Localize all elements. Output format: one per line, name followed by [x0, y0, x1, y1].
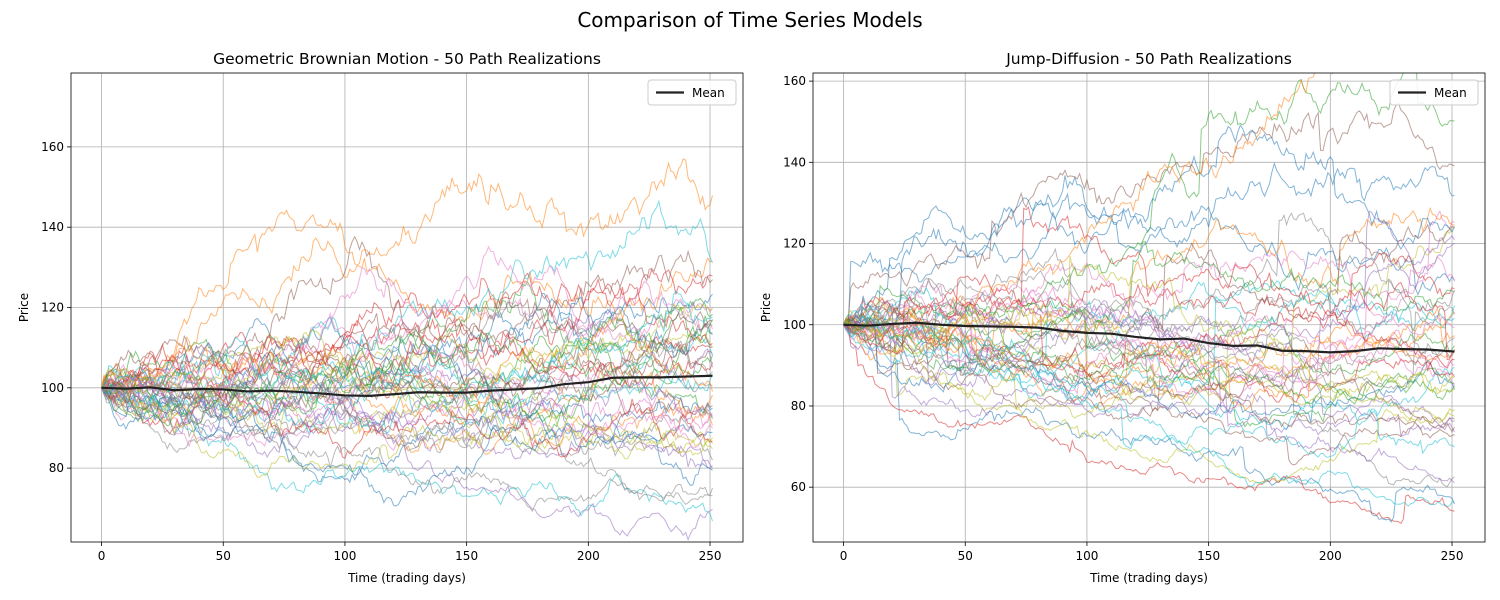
path-realization: [843, 309, 1455, 485]
axes-frame: [70, 72, 744, 543]
legend-mean-label: Mean: [1434, 86, 1467, 100]
legend-mean-label: Mean: [692, 86, 725, 100]
path-realization: [843, 251, 1455, 326]
path-realization: [843, 281, 1455, 379]
y-tick-label: 80: [49, 461, 64, 475]
x-tick-label: 200: [1319, 549, 1342, 563]
x-tick-label: 50: [216, 549, 231, 563]
path-realization: [101, 235, 713, 388]
path-realization: [843, 319, 1455, 523]
path-realization: [101, 380, 713, 522]
paths-group: [101, 158, 713, 542]
path-realization: [101, 199, 713, 417]
mean-line: [843, 321, 1455, 354]
figure-title: Comparison of Time Series Models: [577, 8, 923, 32]
y-tick-label: 120: [41, 301, 64, 315]
path-realization: [843, 124, 1455, 333]
chart-title: Geometric Brownian Motion - 50 Path Real…: [213, 50, 601, 68]
path-realization: [843, 206, 1455, 346]
x-tick-label: 100: [1075, 549, 1098, 563]
path-realization: [101, 373, 713, 436]
path-realization: [101, 307, 713, 404]
path-realization: [101, 237, 713, 388]
path-realization: [843, 255, 1455, 395]
path-realization: [101, 310, 713, 414]
mean-line: [101, 374, 713, 397]
path-realization: [843, 161, 1455, 326]
path-realization: [101, 292, 713, 422]
path-realization: [843, 73, 1455, 355]
path-realization: [101, 351, 713, 442]
path-realization: [101, 387, 713, 507]
path-realization: [101, 245, 713, 395]
legend-box: [1389, 79, 1479, 106]
y-tick-label: 140: [783, 155, 806, 169]
x-tick-label: 150: [455, 549, 478, 563]
path-realization: [843, 289, 1455, 413]
y-tick-label: 60: [791, 480, 806, 494]
y-tick-label: 80: [791, 399, 806, 413]
x-axis-label: Time (trading days): [347, 571, 466, 585]
x-tick-label: 100: [333, 549, 356, 563]
path-realization: [843, 305, 1455, 403]
path-realization: [843, 210, 1455, 388]
y-axis-label: Price: [759, 293, 773, 322]
y-tick-label: 100: [41, 381, 64, 395]
path-realization: [101, 387, 713, 513]
y-axis-label: Price: [17, 293, 31, 322]
path-realization: [843, 312, 1455, 405]
x-tick-label: 0: [98, 549, 106, 563]
path-realization: [101, 303, 713, 396]
path-realization: [843, 303, 1455, 483]
y-tick-label: 120: [783, 237, 806, 251]
path-realization: [101, 342, 713, 409]
path-realization: [843, 241, 1455, 352]
path-realization: [843, 212, 1455, 357]
path-realization: [101, 277, 713, 390]
chart-title: Jump-Diffusion - 50 Path Realizations: [1005, 50, 1292, 68]
y-tick-label: 100: [783, 318, 806, 332]
x-tick-label: 50: [958, 549, 973, 563]
path-realization: [843, 300, 1455, 375]
path-realization: [843, 223, 1455, 366]
legend-box: [647, 79, 737, 106]
x-tick-label: 250: [1441, 549, 1464, 563]
path-realization: [843, 301, 1455, 437]
y-tick-label: 160: [41, 140, 64, 154]
x-tick-label: 200: [577, 549, 600, 563]
path-realization: [843, 322, 1455, 525]
path-realization: [843, 73, 1382, 354]
path-realization: [843, 242, 1455, 386]
path-realization: [101, 372, 713, 428]
x-tick-label: 150: [1197, 549, 1220, 563]
path-realization: [843, 286, 1455, 508]
x-axis-label: Time (trading days): [1089, 571, 1208, 585]
y-tick-label: 160: [783, 74, 806, 88]
path-realization: [101, 328, 713, 443]
y-tick-label: 140: [41, 220, 64, 234]
path-realization: [843, 227, 1455, 419]
path-realization: [101, 268, 713, 396]
x-tick-label: 0: [840, 549, 848, 563]
path-realization: [101, 158, 713, 393]
path-realization: [101, 289, 713, 393]
paths-group: [843, 73, 1455, 525]
path-realization: [101, 306, 713, 427]
x-tick-label: 250: [699, 549, 722, 563]
path-realization: [843, 311, 1455, 458]
axes-frame: [812, 72, 1486, 543]
path-realization: [843, 206, 1455, 377]
